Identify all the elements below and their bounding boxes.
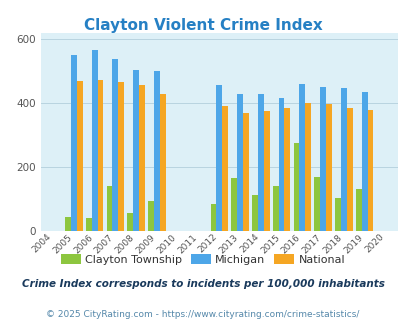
Bar [263,111,269,231]
Bar [160,94,165,231]
Bar [242,114,248,231]
Bar [210,204,216,231]
Bar [77,81,82,231]
Bar [133,70,139,231]
Bar [313,177,320,231]
Bar [340,88,346,231]
Bar [252,195,257,231]
Bar [325,104,331,231]
Bar [320,87,325,231]
Bar [361,92,367,231]
Bar [127,214,133,231]
Bar [216,85,222,231]
Bar [334,198,340,231]
Text: Crime Index corresponds to incidents per 100,000 inhabitants: Crime Index corresponds to incidents per… [21,279,384,289]
Bar [112,59,118,231]
Bar [148,201,153,231]
Text: © 2025 CityRating.com - https://www.cityrating.com/crime-statistics/: © 2025 CityRating.com - https://www.city… [46,310,359,319]
Bar [86,217,92,231]
Bar [293,143,298,231]
Bar [257,94,263,231]
Bar [305,103,310,231]
Bar [367,110,373,231]
Text: Clayton Violent Crime Index: Clayton Violent Crime Index [83,18,322,33]
Bar [92,50,97,231]
Legend: Clayton Township, Michigan, National: Clayton Township, Michigan, National [56,250,349,269]
Bar [118,82,124,231]
Bar [272,186,278,231]
Bar [97,80,103,231]
Bar [298,84,305,231]
Bar [222,107,227,231]
Bar [237,94,242,231]
Bar [346,108,352,231]
Bar [153,71,160,231]
Bar [355,189,361,231]
Bar [139,85,145,231]
Bar [71,55,77,231]
Bar [231,178,237,231]
Bar [65,216,71,231]
Bar [278,98,284,231]
Bar [107,186,112,231]
Bar [284,108,290,231]
